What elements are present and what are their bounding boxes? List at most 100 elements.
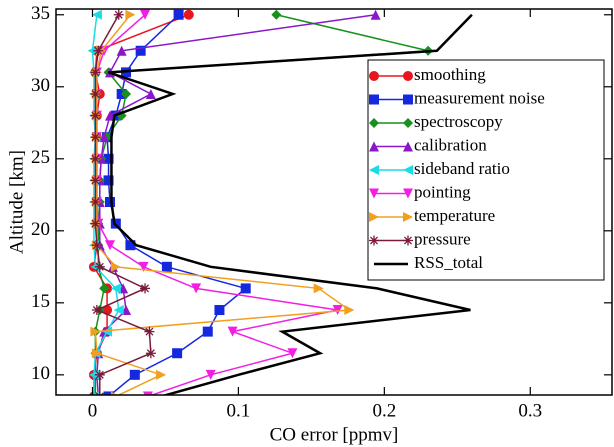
marker (140, 9, 151, 20)
marker (94, 261, 105, 272)
marker (103, 153, 114, 164)
marker (140, 283, 151, 294)
x-tick-label: 0.1 (227, 400, 251, 421)
marker (369, 188, 379, 199)
marker (287, 348, 298, 359)
marker (369, 212, 379, 222)
marker (91, 305, 102, 316)
marker (191, 283, 202, 294)
marker (403, 212, 413, 222)
series-line (108, 13, 473, 395)
marker (227, 326, 238, 337)
marker (173, 9, 184, 20)
marker (271, 9, 282, 20)
y-axis-label: Altitude [km] (6, 150, 27, 254)
marker (99, 283, 110, 294)
marker (116, 45, 127, 56)
y-tick-label: 15 (31, 291, 50, 312)
marker (90, 88, 101, 99)
plot-content (87, 9, 473, 395)
marker (332, 305, 343, 316)
marker (142, 391, 153, 395)
marker (369, 94, 379, 105)
marker (344, 305, 355, 316)
marker (156, 369, 167, 380)
marker (129, 369, 140, 380)
marker (93, 45, 104, 56)
marker (214, 305, 225, 316)
marker (113, 305, 124, 316)
marker (91, 348, 102, 359)
marker (104, 240, 115, 251)
marker (121, 88, 132, 99)
marker (145, 88, 156, 99)
marker (403, 71, 413, 81)
marker (90, 326, 101, 337)
marker (202, 326, 213, 337)
marker (103, 391, 114, 395)
plot-frame (55, 8, 613, 396)
marker (90, 132, 101, 143)
y-tick-label: 20 (31, 219, 50, 240)
x-tick-label: 0 (88, 400, 98, 421)
marker (91, 240, 102, 251)
legend: smoothing measurement noise spectroscopy ca… (367, 59, 605, 281)
marker (403, 118, 413, 128)
legend-label: pointing (414, 182, 471, 201)
marker (205, 369, 216, 380)
x-tick-label: 0.2 (372, 400, 396, 421)
marker (99, 132, 110, 143)
marker (144, 326, 155, 337)
marker (145, 348, 156, 359)
legend-label: temperature (414, 206, 495, 225)
legend-label: pressure (414, 229, 471, 248)
marker (90, 175, 101, 186)
marker (104, 110, 115, 121)
marker (369, 118, 379, 128)
legend-label: RSS_total (414, 253, 483, 272)
marker (110, 283, 121, 294)
marker (403, 188, 413, 199)
marker (110, 261, 121, 272)
marker (403, 141, 413, 152)
legend-label: sideband ratio (414, 159, 510, 178)
marker (104, 197, 115, 207)
marker (135, 45, 146, 56)
marker (369, 165, 379, 175)
marker (403, 94, 413, 105)
marker (90, 110, 101, 121)
marker (110, 391, 118, 395)
marker (90, 67, 101, 78)
legend-label: measurement noise (414, 88, 545, 107)
marker (369, 71, 379, 81)
marker (183, 9, 194, 20)
marker (313, 283, 324, 294)
series-line (94, 14, 352, 395)
marker (102, 326, 113, 337)
y-tick-label: 25 (31, 147, 50, 168)
legend-label: calibration (414, 135, 487, 154)
marker (94, 369, 105, 380)
marker (172, 348, 183, 359)
marker (369, 141, 379, 152)
x-axis-label: CO error [ppmv] (270, 424, 399, 445)
marker (113, 9, 124, 20)
marker (90, 218, 101, 229)
marker (138, 261, 149, 272)
marker (403, 165, 413, 175)
marker (161, 261, 172, 272)
marker (369, 235, 379, 246)
marker (240, 283, 251, 294)
marker (125, 240, 136, 251)
y-tick-label: 35 (31, 3, 50, 24)
legend-label: smoothing (414, 65, 486, 84)
marker (103, 175, 114, 186)
y-tick-label: 10 (31, 363, 50, 384)
legend-label: spectroscopy (414, 112, 503, 131)
marker (125, 9, 136, 20)
y-tick-label: 30 (31, 75, 50, 96)
x-tick-label: 0.3 (518, 400, 542, 421)
marker (90, 153, 101, 164)
marker (90, 197, 101, 207)
